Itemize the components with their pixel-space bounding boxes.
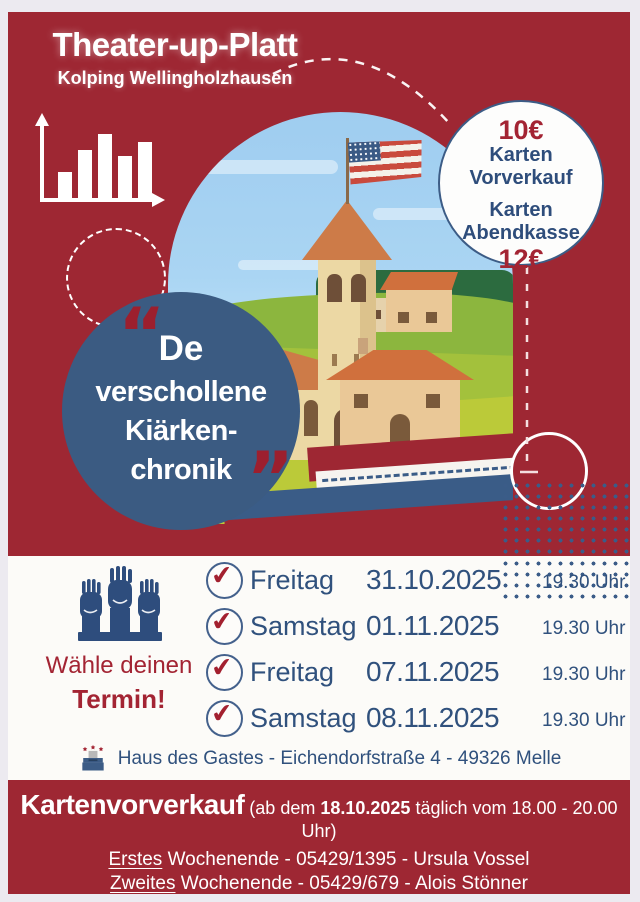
boxoffice-label: Abendkasse (462, 222, 580, 245)
show-date-row: ✔ Samstag 08.11.2025 19.30 Uhr (206, 696, 626, 737)
dot-grid-decoration (500, 480, 630, 556)
show-time: 19.30 Uhr (542, 709, 626, 731)
page-title: Theater-up-Platt (52, 26, 298, 63)
church-window (304, 400, 318, 436)
venue-address: Haus des Gastes - Eichendorfstraße 4 - 4… (117, 748, 562, 769)
presale-price: 10€ (498, 115, 544, 145)
house-window (372, 310, 381, 319)
prompt-line1: Wähle deinen (45, 652, 193, 679)
check-icon: ✔ (206, 604, 243, 645)
weekend1-label: Erstes (108, 849, 163, 870)
show-date: 08.11.2025 (366, 702, 500, 733)
show-date-row: ✔ Freitag 31.10.2025 19.30 Uhr (206, 558, 626, 599)
presale-note: (ab dem 18.10.2025 täglich vom 18.00 - 2… (244, 798, 618, 841)
play-title-circle: “ De verschollene Kiärken- chronik ” (62, 292, 300, 530)
show-day: Freitag (250, 656, 335, 687)
dot-grid-decoration (500, 558, 632, 604)
show-time: 19.30 Uhr (542, 571, 626, 593)
belfry-window (327, 274, 342, 302)
boxoffice-price: 12€ (498, 244, 544, 275)
contact-weekend1: Erstes Wochenende - 05429/1395 - Ursula … (108, 849, 530, 870)
schedule-section: Wähle deinen Termin! ✔ Freitag 31.10.202… (8, 556, 632, 780)
presale-footer: Kartenvorverkauf (ab dem 18.10.2025 tägl… (8, 780, 630, 894)
show-day: Samstag (250, 610, 357, 641)
house-window (426, 312, 437, 323)
page-subtitle: Kolping Wellingholzhausen (57, 68, 293, 88)
presale-start-date: 18.10.2025 (320, 798, 411, 818)
flag-pole (346, 138, 349, 204)
cloud (238, 260, 328, 270)
weekend2-label: Zweites (110, 873, 176, 894)
play-title-line: verschollene (95, 375, 267, 408)
house-window (354, 394, 368, 408)
check-icon: ✔ (206, 558, 243, 599)
play-title-line: chronik (130, 453, 232, 486)
show-day: Samstag (250, 702, 357, 733)
show-date: 07.11.2025 (366, 656, 500, 687)
tower-slit (354, 354, 359, 366)
poster-top-section: Theater-up-Platt Kolping Wellingholzhaus… (8, 12, 630, 556)
house-roof (380, 272, 458, 290)
flag-canton (348, 140, 381, 162)
house (340, 376, 460, 446)
show-date-row: ✔ Samstag 01.11.2025 19.30 Uhr (206, 604, 626, 645)
check-icon: ✔ (206, 696, 243, 737)
boxoffice-label: Karten (489, 199, 553, 222)
play-title-line: De (158, 329, 204, 368)
raised-hands-icon (78, 566, 162, 641)
bar-chart-icon (35, 113, 165, 207)
show-date-row: ✔ Freitag 07.11.2025 19.30 Uhr (206, 650, 626, 691)
show-day: Freitag (250, 564, 335, 595)
presale-heading: Kartenvorverkauf (20, 789, 245, 820)
close-quote-icon: ” (246, 436, 294, 520)
house (386, 288, 452, 332)
show-dates-list: ✔ Freitag 31.10.2025 19.30 Uhr ✔ Samstag… (206, 558, 626, 737)
us-flag-icon (348, 137, 425, 184)
venue-row: Haus des Gastes - Eichendorfstraße 4 - 4… (8, 744, 630, 772)
presale-heading-line: Kartenvorverkauf (ab dem 18.10.2025 tägl… (8, 789, 630, 842)
ballot-box-icon (82, 744, 104, 771)
belfry-window (351, 274, 366, 302)
contact-weekend2: Zweites Wochenende - 05429/679 - Alois S… (110, 873, 528, 894)
prompt-line2: Termin! (72, 684, 166, 715)
house-door (390, 414, 410, 446)
house-window (426, 394, 440, 408)
presale-label: Vorverkauf (469, 167, 573, 190)
show-time: 19.30 Uhr (542, 617, 626, 639)
play-title-line: Kiärken- (124, 414, 238, 447)
check-icon: ✔ (206, 650, 243, 691)
play-title: De verschollene Kiärken- chronik (62, 326, 300, 489)
show-date: 01.11.2025 (366, 610, 500, 641)
presale-label: Karten (489, 144, 553, 167)
cloud (188, 160, 338, 174)
show-date: 31.10.2025 (366, 564, 502, 595)
chimney (358, 338, 368, 354)
house-window (398, 312, 409, 323)
tower-slit (332, 354, 337, 366)
show-time: 19.30 Uhr (542, 663, 626, 685)
ticket-price-badge: 10€ Karten Vorverkauf Karten Abendkasse … (438, 100, 604, 274)
choose-date-prompt: Wähle deinen Termin! (10, 650, 228, 718)
